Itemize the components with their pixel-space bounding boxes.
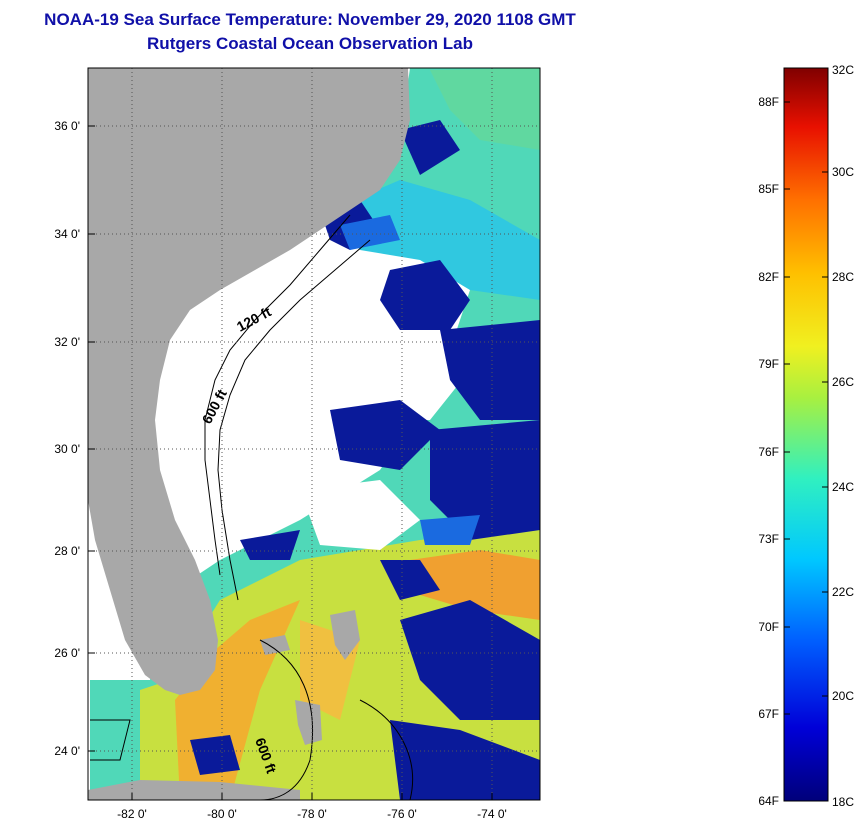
map-title: NOAA-19 Sea Surface Temperature: Novembe… — [44, 10, 576, 29]
lat-label: 24 0' — [54, 744, 80, 758]
colorbar-c-label: 30C — [832, 165, 854, 179]
colorbar-f-label: 70F — [758, 620, 779, 634]
cold-water-patches — [190, 120, 540, 800]
colorbar-c-label: 24C — [832, 480, 854, 494]
lat-label: 34 0' — [54, 227, 80, 241]
colorbar-f-label: 82F — [758, 270, 779, 284]
lon-label: -74 0' — [477, 807, 507, 821]
map-subtitle: Rutgers Coastal Ocean Observation Lab — [147, 34, 473, 53]
colorbar-c-label: 20C — [832, 689, 854, 703]
longitude-labels: -82 0' -80 0' -78 0' -76 0' -74 0' — [117, 807, 507, 821]
map-ticks — [88, 125, 493, 800]
colorbar-gradient — [783, 67, 829, 802]
lat-label: 30 0' — [54, 442, 80, 456]
colorbar-f-label: 76F — [758, 445, 779, 459]
lat-label: 36 0' — [54, 119, 80, 133]
temperature-colorbar: 88F 85F 82F 79F 76F 73F 70F 67F 64F 32C … — [758, 63, 854, 809]
colorbar-c-label: 32C — [832, 63, 854, 77]
colorbar-f-label: 64F — [758, 794, 779, 808]
colorbar-f-label: 88F — [758, 95, 779, 109]
colorbar-f-label: 67F — [758, 707, 779, 721]
colorbar-c-label: 18C — [832, 795, 854, 809]
hot-water-region — [410, 550, 540, 620]
lat-label: 28 0' — [54, 544, 80, 558]
map-panel: 120 ft 600 ft 600 ft — [88, 68, 540, 800]
colorbar-f-label: 73F — [758, 532, 779, 546]
lon-label: -78 0' — [297, 807, 327, 821]
cool-water-region — [330, 180, 540, 300]
colorbar-c-label: 28C — [832, 270, 854, 284]
colorbar-f-label: 85F — [758, 182, 779, 196]
map-frame — [87, 67, 541, 801]
grid-lines — [88, 68, 540, 800]
caribbean-islands — [88, 610, 360, 800]
lon-label: -82 0' — [117, 807, 147, 821]
cloud-cover — [300, 480, 420, 550]
colorbar-c-label: 22C — [832, 585, 854, 599]
latitude-labels: 36 0' 34 0' 32 0' 30 0' 28 0' 26 0' 24 0… — [54, 119, 80, 758]
us-coastline-land — [88, 68, 410, 695]
lon-label: -76 0' — [387, 807, 417, 821]
lon-label: -80 0' — [207, 807, 237, 821]
warm-water-region — [430, 68, 540, 150]
colorbar-c-label: 26C — [832, 375, 854, 389]
lat-label: 26 0' — [54, 646, 80, 660]
lat-label: 32 0' — [54, 335, 80, 349]
colorbar-f-label: 79F — [758, 357, 779, 371]
depth-contours — [90, 214, 414, 800]
